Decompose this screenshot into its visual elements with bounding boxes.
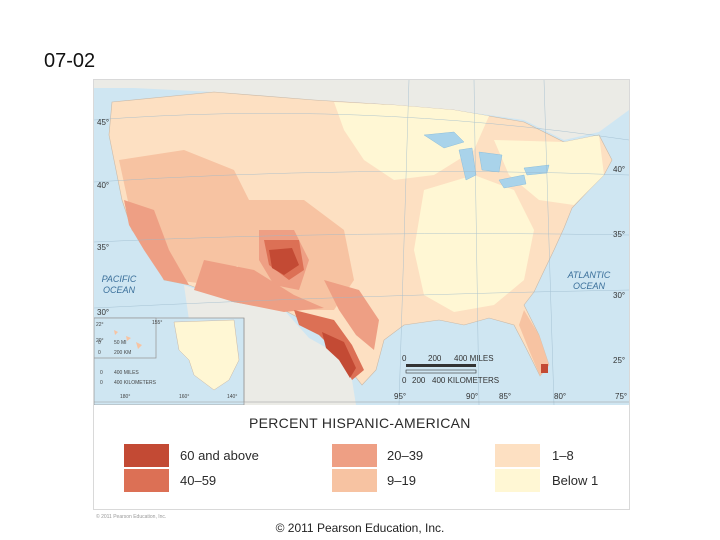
lon-75: 75°	[615, 392, 627, 401]
inset-scale-mi-50: 50 MI	[114, 340, 127, 346]
lat-35-left: 35°	[97, 243, 109, 252]
inset-lat-22: 22°	[96, 322, 104, 328]
zone-below1-east	[414, 175, 534, 312]
zone-20-39-az	[194, 260, 324, 312]
zone-60-fl	[541, 364, 548, 373]
legend-title: PERCENT HISPANIC-AMERICAN	[249, 415, 471, 431]
pacific-label-2: OCEAN	[103, 285, 136, 295]
legend-label-40-59: 40–59	[180, 473, 217, 488]
lon-90: 90°	[466, 392, 478, 401]
legend-swatch-1-8	[495, 444, 540, 467]
zone-60-nm-tx	[269, 248, 299, 275]
inset-scale-mi-0: 0	[98, 340, 101, 346]
lat-40-right: 40°	[613, 165, 625, 174]
legend-swatch-below-1	[495, 469, 540, 492]
slide-title: 07-02	[44, 50, 96, 72]
canada-land	[94, 80, 629, 140]
lon-85: 85°	[499, 392, 511, 401]
lat-30-left: 30°	[97, 308, 109, 317]
lat-45-left: 45°	[97, 118, 109, 127]
legend-label-20-39: 20–39	[387, 448, 424, 463]
inset2-scale-mi-400: 400 MILES	[114, 370, 139, 376]
legend-swatch-60-and-above	[124, 444, 169, 467]
legend-label-below-1: Below 1	[552, 473, 599, 488]
zone-60-tx	[322, 332, 356, 378]
legend-label-1-8: 1–8	[552, 448, 574, 463]
lon-95: 95°	[394, 392, 406, 401]
lon-80: 80°	[554, 392, 566, 401]
footer-copyright: © 2011 Pearson Education, Inc.	[275, 521, 445, 535]
scale-km-0: 0	[402, 376, 407, 385]
zone-below1-north	[334, 102, 489, 180]
atlantic-label-2: OCEAN	[573, 281, 606, 291]
lat-35-right: 35°	[613, 230, 625, 239]
legend-label-9-19: 9–19	[387, 473, 416, 488]
inset2-scale-mi-0: 0	[100, 370, 103, 376]
inner-credit: © 2011 Pearson Education, Inc.	[96, 514, 167, 520]
inset-lon-140: 140°	[227, 394, 237, 400]
pacific-label-1: PACIFIC	[102, 274, 137, 284]
inset-lon-180: 180°	[120, 394, 130, 400]
lat-40-left: 40°	[97, 181, 109, 190]
legend-swatch-40-59	[124, 469, 169, 492]
lat-25-right: 25°	[613, 356, 625, 365]
legend-swatch-20-39	[332, 444, 377, 467]
inset2-scale-km-0: 0	[100, 380, 103, 386]
zone-20-39-ca	[124, 200, 189, 285]
atlantic-label-1: ATLANTIC	[567, 270, 611, 280]
scale-km-200: 200	[412, 376, 426, 385]
scale-miles-0: 0	[402, 354, 407, 363]
hawaii-inset	[94, 317, 157, 359]
lat-30-right: 30°	[613, 291, 625, 300]
inset-lon-160: 160°	[179, 394, 189, 400]
scale-miles-200: 200	[428, 354, 442, 363]
hispanic-map-figure: 45° 40° 35° 30° 40° 35° 30° 25° 95° 90° …	[93, 79, 630, 520]
inset-lon-155: 155°	[152, 320, 162, 326]
zone-9-19-fl	[519, 310, 549, 376]
legend-swatch-9-19	[332, 469, 377, 492]
us-map: 45° 40° 35° 30° 40° 35° 30° 25° 95° 90° …	[94, 80, 629, 405]
main-scale-bar: 0 200 400 MILES 0 200 400 KILOMETERS	[402, 354, 499, 385]
zone-below1-ne	[494, 135, 604, 205]
inset-scale-km-0: 0	[98, 350, 101, 356]
legend-label-60-and-above: 60 and above	[180, 448, 259, 463]
inset-lat-20: 20°	[96, 338, 104, 344]
alaska-land	[173, 319, 240, 391]
scale-km-400: 400 KILOMETERS	[432, 376, 499, 385]
scale-miles-400: 400 MILES	[454, 354, 494, 363]
inset-scale-km-200: 200 KM	[114, 350, 131, 356]
inset2-scale-km-400: 400 KILOMETERS	[114, 380, 157, 386]
hawaii-islands	[114, 330, 142, 349]
